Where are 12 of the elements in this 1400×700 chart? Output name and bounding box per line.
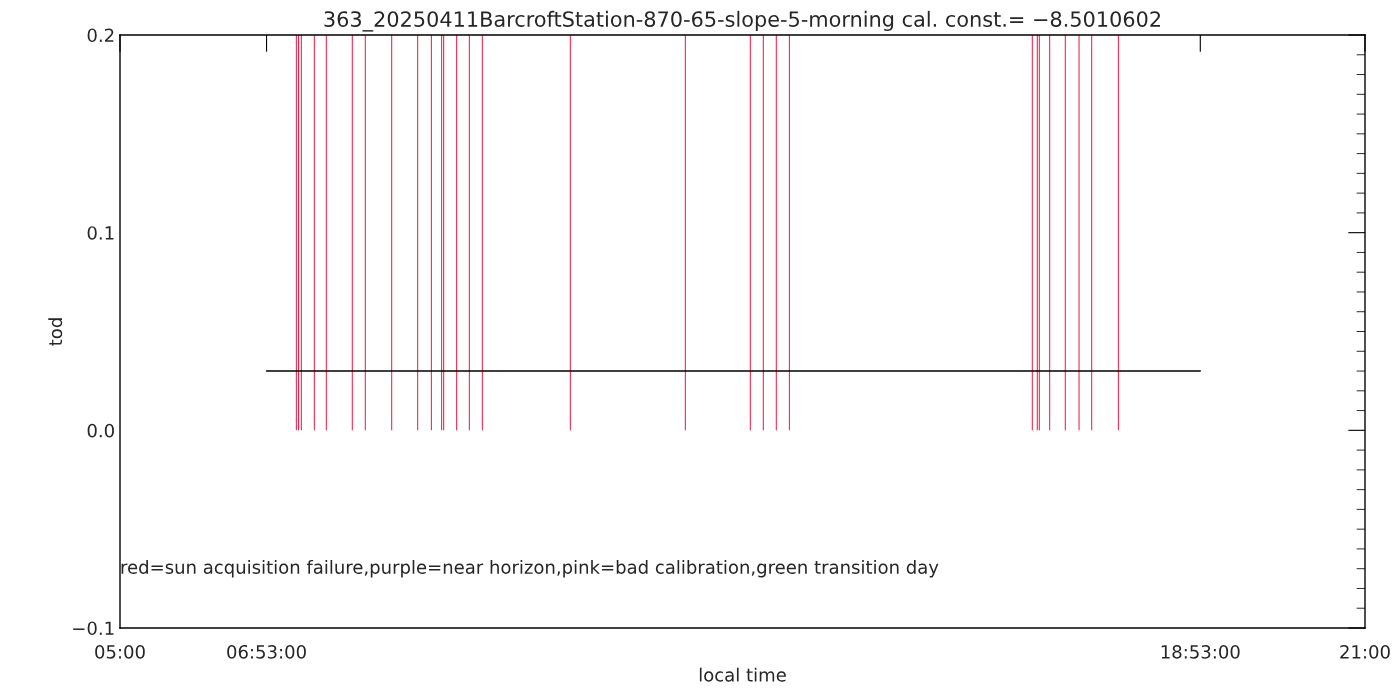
chart-title: 363_20250411BarcroftStation-870-65-slope-5-morning cal. const.= −8.5010602 bbox=[324, 10, 1161, 32]
annotation: red=sun acquisition failure,purple=near horizon,pink=bad calibration,green transition day bbox=[121, 559, 939, 578]
y-tick-label: −0.1 bbox=[73, 621, 114, 636]
y-tick-label: 0.1 bbox=[87, 226, 114, 240]
x-tick-label: 06:53:00 bbox=[227, 644, 306, 659]
y-tick-label: 0.0 bbox=[87, 423, 114, 438]
x-tick-label: 18:53:00 bbox=[1161, 644, 1240, 659]
x-axis-title: local time bbox=[699, 667, 786, 682]
x-tick-label: 05:00 bbox=[95, 644, 145, 659]
y-axis-title: tod bbox=[48, 318, 63, 346]
y-tick-label: 0.2 bbox=[87, 28, 114, 43]
x-tick-label: 21:00 bbox=[1340, 644, 1390, 659]
